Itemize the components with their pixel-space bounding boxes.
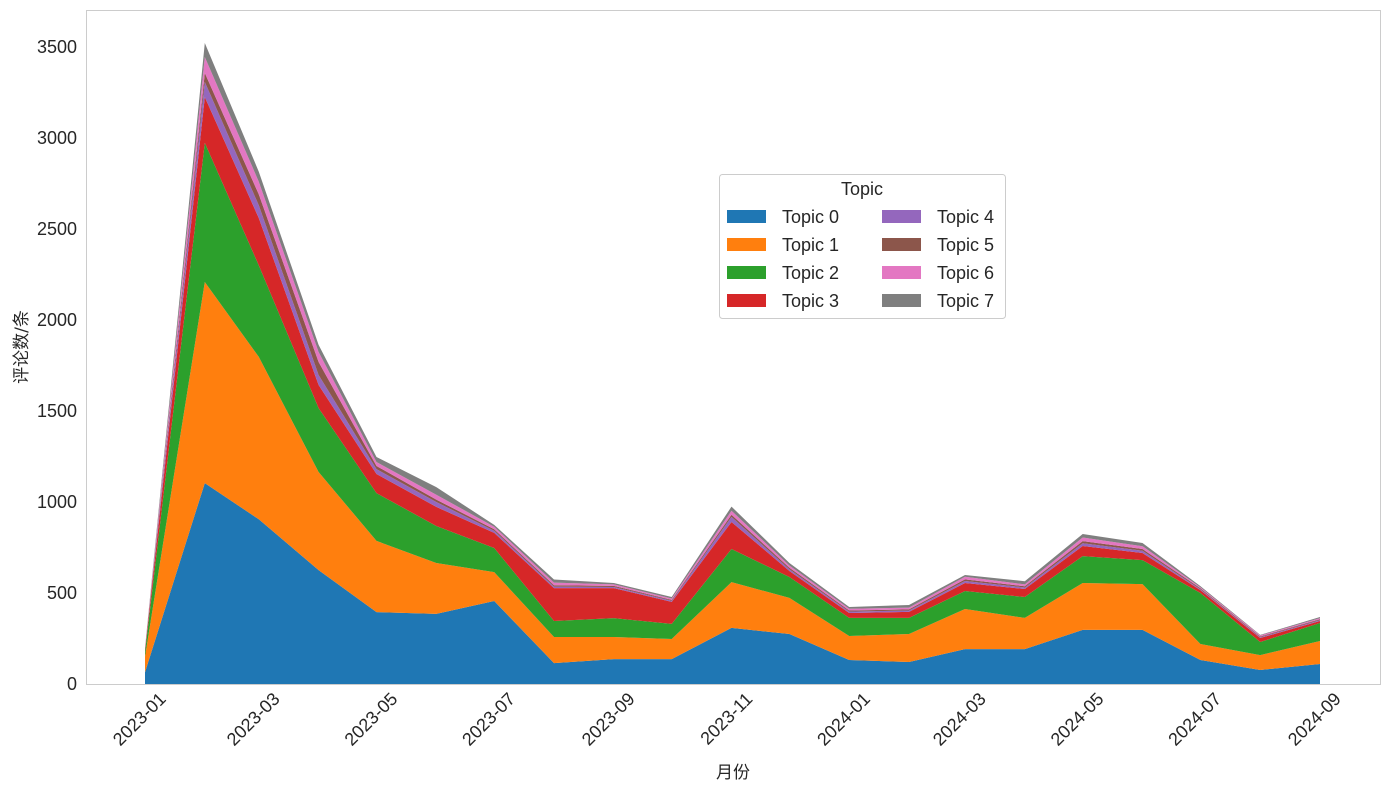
legend-item: Topic 3 <box>727 291 839 311</box>
legend-label: Topic 7 <box>937 291 994 311</box>
legend-item: Topic 5 <box>882 235 994 255</box>
y-tick-label: 3500 <box>37 37 77 57</box>
legend-swatch <box>882 210 921 223</box>
area-topic-6 <box>145 57 1320 650</box>
legend-label: Topic 6 <box>937 263 994 283</box>
area-topic-7 <box>145 43 1320 649</box>
x-tick-label: 2024-01 <box>813 689 874 750</box>
legend-item: Topic 6 <box>882 263 994 283</box>
legend: Topic Topic 0 Topic 1 Topic 2 Topic 3 Topic … <box>719 174 1006 319</box>
legend-item: Topic 0 <box>727 207 839 227</box>
area-topic-3 <box>145 97 1320 653</box>
legend-label: Topic 5 <box>937 235 994 255</box>
legend-swatch <box>727 210 766 223</box>
x-tick-label: 2023-05 <box>341 689 402 750</box>
legend-swatch <box>727 238 766 251</box>
legend-label: Topic 1 <box>782 235 839 255</box>
legend-swatch <box>882 238 921 251</box>
y-tick-label: 0 <box>67 674 77 694</box>
legend-item: Topic 7 <box>882 291 994 311</box>
legend-box <box>719 174 1006 319</box>
legend-swatch <box>882 294 921 307</box>
x-axis-ticks: 2023-01 2023-03 2023-05 2023-07 2023-09 2023-… <box>109 689 1345 750</box>
x-tick-label: 2024-07 <box>1164 689 1225 750</box>
legend-item: Topic 4 <box>882 207 994 227</box>
legend-label: Topic 4 <box>937 207 994 227</box>
area-topic-0 <box>145 483 1320 684</box>
x-tick-label: 2023-03 <box>223 689 284 750</box>
x-tick-label: 2023-07 <box>458 689 519 750</box>
legend-swatch <box>727 266 766 279</box>
legend-label: Topic 3 <box>782 291 839 311</box>
y-tick-label: 1000 <box>37 492 77 512</box>
y-tick-label: 2500 <box>37 219 77 239</box>
area-topic-2 <box>145 142 1320 657</box>
y-tick-label: 500 <box>47 583 77 603</box>
y-tick-label: 1500 <box>37 401 77 421</box>
y-tick-label: 2000 <box>37 310 77 330</box>
legend-label: Topic 0 <box>782 207 839 227</box>
x-tick-label: 2024-03 <box>929 689 990 750</box>
x-axis-label: 月份 <box>716 763 750 783</box>
x-tick-label: 2024-09 <box>1284 689 1345 750</box>
legend-swatch <box>727 294 766 307</box>
legend-item: Topic 2 <box>727 263 839 283</box>
x-tick-label: 2023-01 <box>109 689 170 750</box>
y-axis-ticks: 0 500 1000 1500 2000 2500 3000 3500 <box>37 37 77 694</box>
y-axis-label: 评论数/条 <box>12 310 32 384</box>
x-tick-label: 2023-11 <box>696 689 756 749</box>
legend-title: Topic <box>841 179 883 199</box>
area-topic-1 <box>145 282 1320 673</box>
x-tick-label: 2024-05 <box>1047 689 1108 750</box>
legend-label: Topic 2 <box>782 263 839 283</box>
x-tick-label: 2023-09 <box>578 689 639 750</box>
area-layers <box>145 43 1320 684</box>
legend-swatch <box>882 266 921 279</box>
y-tick-label: 3000 <box>37 128 77 148</box>
legend-item: Topic 1 <box>727 235 839 255</box>
